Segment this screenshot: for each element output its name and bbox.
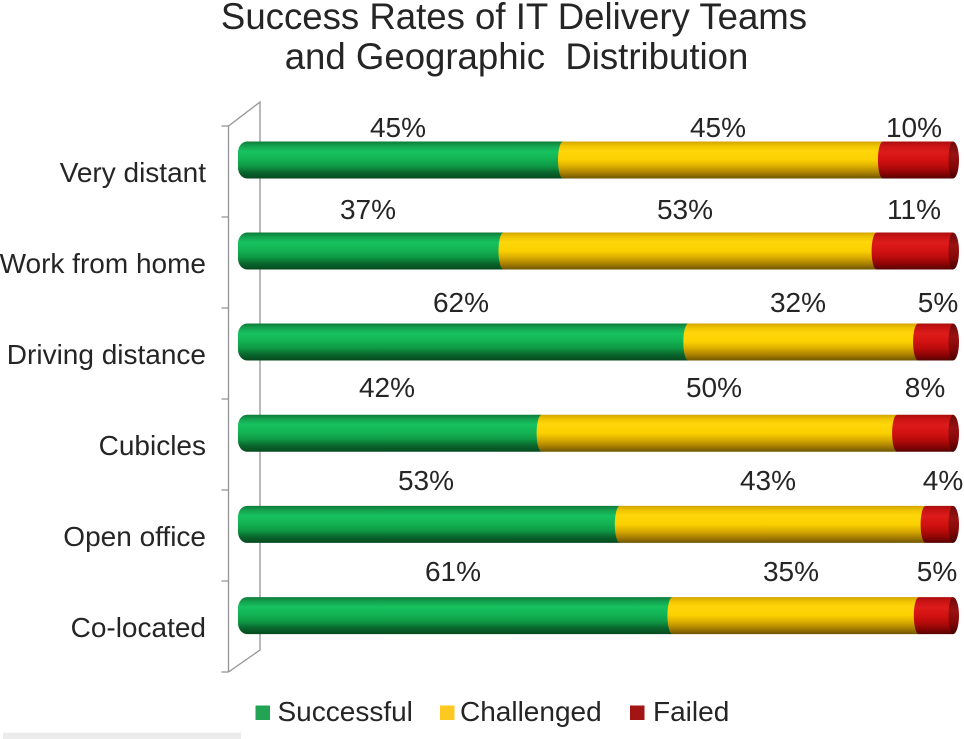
svg-text:11%: 11% [887,194,941,225]
svg-text:Driving distance: Driving distance [7,339,206,370]
svg-text:Very distant: Very distant [60,157,207,188]
svg-text:8%: 8% [905,372,945,403]
svg-text:32%: 32% [770,287,826,318]
svg-text:5%: 5% [918,287,958,318]
svg-text:Successful: Successful [278,696,413,727]
svg-text:4%: 4% [923,465,963,496]
svg-text:Work from home: Work from home [0,248,206,279]
svg-text:61%: 61% [425,556,481,587]
svg-text:5%: 5% [917,556,957,587]
svg-text:35%: 35% [763,556,819,587]
svg-text:Challenged: Challenged [460,696,602,727]
svg-text:37%: 37% [340,194,396,225]
svg-text:Cubicles: Cubicles [99,430,206,461]
svg-text:53%: 53% [657,194,713,225]
svg-text:10%: 10% [886,112,942,143]
svg-text:45%: 45% [370,112,426,143]
svg-text:62%: 62% [433,287,489,318]
svg-text:Failed: Failed [653,696,729,727]
svg-text:Co-located: Co-located [71,612,206,643]
svg-text:43%: 43% [740,465,796,496]
svg-text:Open office: Open office [63,521,206,552]
svg-text:45%: 45% [690,112,746,143]
svg-text:Success Rates of IT Delivery T: Success Rates of IT Delivery Teams [221,0,807,37]
svg-text:and Geographic Distribution: and Geographic Distribution [285,36,749,77]
svg-text:53%: 53% [398,465,454,496]
svg-text:50%: 50% [686,372,742,403]
svg-text:42%: 42% [359,372,415,403]
